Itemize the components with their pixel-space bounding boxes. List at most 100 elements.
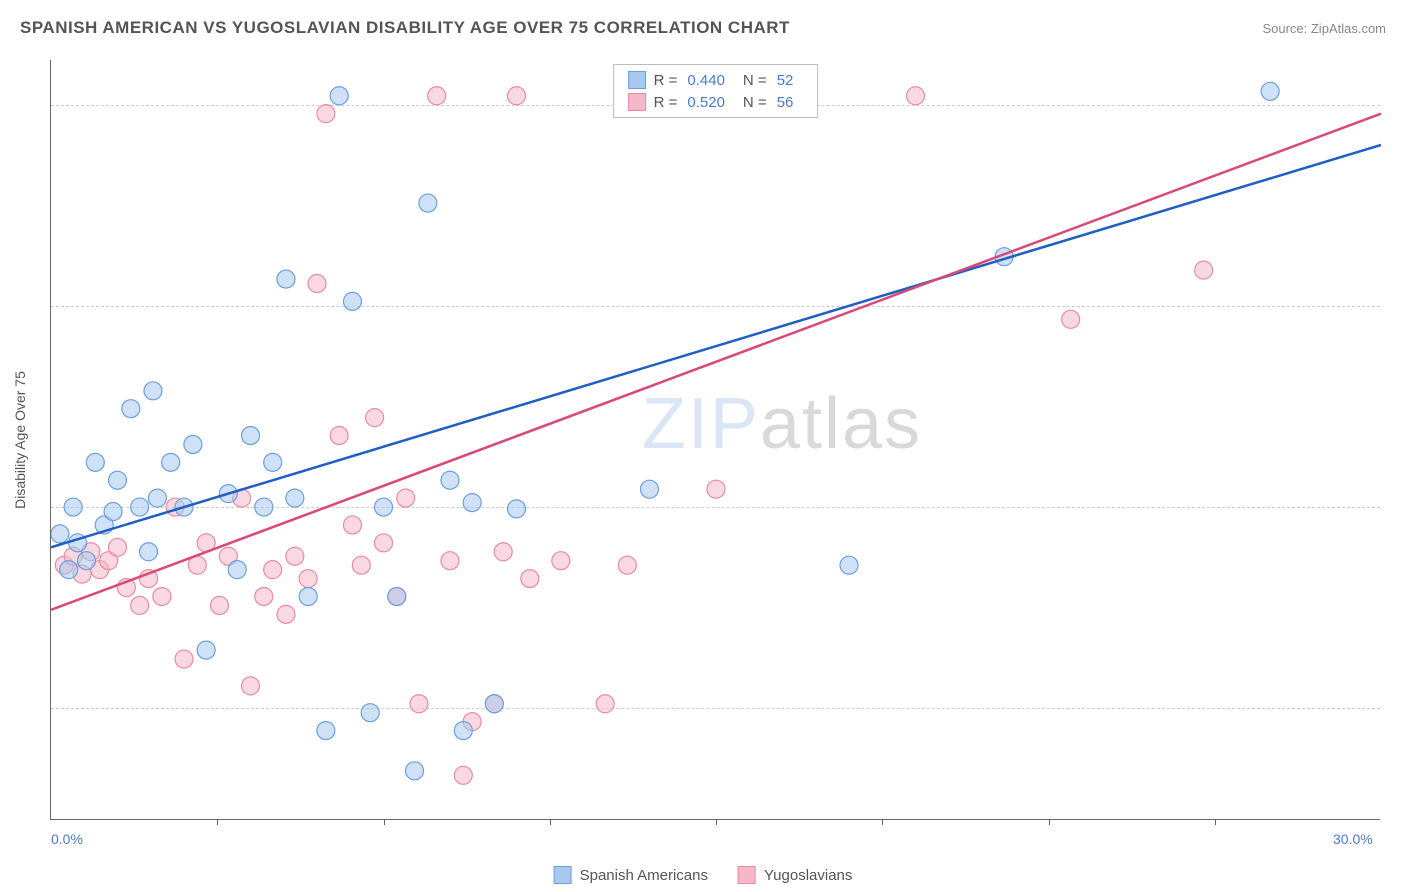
- chart-title: SPANISH AMERICAN VS YUGOSLAVIAN DISABILI…: [20, 18, 790, 38]
- scatter-point-yugoslavian: [109, 538, 127, 556]
- scatter-point-yugoslavian: [552, 552, 570, 570]
- r-value-spanish: 0.440: [687, 72, 725, 89]
- n-value-spanish: 52: [777, 72, 794, 89]
- scatter-point-spanish: [242, 427, 260, 445]
- scatter-point-spanish: [441, 471, 459, 489]
- scatter-point-yugoslavian: [596, 695, 614, 713]
- scatter-point-spanish: [840, 556, 858, 574]
- scatter-point-yugoslavian: [454, 766, 472, 784]
- scatter-point-spanish: [184, 435, 202, 453]
- scatter-point-spanish: [228, 561, 246, 579]
- stats-row-yugoslavian: R = 0.520 N = 56: [628, 91, 804, 113]
- scatter-point-yugoslavian: [352, 556, 370, 574]
- scatter-point-spanish: [277, 270, 295, 288]
- scatter-point-spanish: [77, 552, 95, 570]
- scatter-point-spanish: [122, 400, 140, 418]
- legend-item-yugoslavian: Yugoslavians: [738, 866, 852, 884]
- scatter-point-yugoslavian: [441, 552, 459, 570]
- scatter-point-yugoslavian: [264, 561, 282, 579]
- legend-swatch-spanish-icon: [554, 866, 572, 884]
- scatter-point-spanish: [60, 561, 78, 579]
- scatter-point-yugoslavian: [299, 570, 317, 588]
- scatter-point-yugoslavian: [277, 605, 295, 623]
- scatter-point-yugoslavian: [131, 596, 149, 614]
- scatter-point-yugoslavian: [521, 570, 539, 588]
- scatter-point-spanish: [299, 587, 317, 605]
- scatter-point-spanish: [64, 498, 82, 516]
- x-tick-label: 30.0%: [1333, 831, 1373, 847]
- stats-row-spanish: R = 0.440 N = 52: [628, 69, 804, 91]
- bottom-legend: Spanish Americans Yugoslavians: [554, 866, 853, 884]
- source-attribution: Source: ZipAtlas.com: [1262, 21, 1386, 36]
- scatter-point-yugoslavian: [707, 480, 725, 498]
- scatter-point-spanish: [375, 498, 393, 516]
- scatter-point-yugoslavian: [410, 695, 428, 713]
- n-label: N =: [743, 72, 767, 89]
- scatter-point-spanish: [144, 382, 162, 400]
- scatter-point-spanish: [109, 471, 127, 489]
- scatter-point-spanish: [286, 489, 304, 507]
- x-tick-label: 0.0%: [51, 831, 83, 847]
- scatter-point-spanish: [1261, 82, 1279, 100]
- scatter-point-spanish: [148, 489, 166, 507]
- r-label: R =: [654, 94, 678, 111]
- chart-header: SPANISH AMERICAN VS YUGOSLAVIAN DISABILI…: [20, 18, 1386, 38]
- scatter-point-yugoslavian: [175, 650, 193, 668]
- scatter-point-spanish: [388, 587, 406, 605]
- scatter-point-yugoslavian: [366, 409, 384, 427]
- scatter-point-spanish: [406, 762, 424, 780]
- legend-item-spanish: Spanish Americans: [554, 866, 708, 884]
- scatter-point-spanish: [86, 453, 104, 471]
- scatter-point-yugoslavian: [494, 543, 512, 561]
- scatter-point-spanish: [641, 480, 659, 498]
- stats-legend-box: R = 0.440 N = 52 R = 0.520 N = 56: [613, 64, 819, 118]
- scatter-point-yugoslavian: [397, 489, 415, 507]
- scatter-point-yugoslavian: [210, 596, 228, 614]
- scatter-point-yugoslavian: [242, 677, 260, 695]
- n-value-yugoslavian: 56: [777, 94, 794, 111]
- y-axis-label: Disability Age Over 75: [12, 371, 28, 509]
- scatter-point-yugoslavian: [375, 534, 393, 552]
- scatter-point-spanish: [51, 525, 69, 543]
- legend-label-yugoslavian: Yugoslavians: [764, 867, 852, 884]
- scatter-point-spanish: [419, 194, 437, 212]
- scatter-point-yugoslavian: [308, 275, 326, 293]
- chart-area: Disability Age Over 75 ZIPatlas 32.5%77.…: [50, 60, 1380, 820]
- plot-svg: [51, 60, 1381, 820]
- n-label: N =: [743, 94, 767, 111]
- scatter-point-spanish: [264, 453, 282, 471]
- scatter-point-spanish: [131, 498, 149, 516]
- legend-label-spanish: Spanish Americans: [580, 867, 708, 884]
- scatter-point-yugoslavian: [428, 87, 446, 105]
- r-label: R =: [654, 72, 678, 89]
- scatter-point-spanish: [140, 543, 158, 561]
- legend-swatch-yugoslavian-icon: [738, 866, 756, 884]
- scatter-point-spanish: [255, 498, 273, 516]
- plot-region: ZIPatlas 32.5%77.5% 0.0%30.0% R = 0.440 …: [50, 60, 1380, 820]
- scatter-point-spanish: [104, 503, 122, 521]
- swatch-yugoslavian-icon: [628, 93, 646, 111]
- scatter-point-spanish: [454, 722, 472, 740]
- scatter-point-spanish: [508, 500, 526, 518]
- r-value-yugoslavian: 0.520: [687, 94, 725, 111]
- scatter-point-yugoslavian: [1062, 310, 1080, 328]
- scatter-point-spanish: [330, 87, 348, 105]
- scatter-point-yugoslavian: [317, 105, 335, 123]
- scatter-point-yugoslavian: [343, 516, 361, 534]
- trend-line-yugoslavian: [51, 114, 1381, 610]
- scatter-point-yugoslavian: [508, 87, 526, 105]
- scatter-point-yugoslavian: [286, 547, 304, 565]
- scatter-point-spanish: [343, 292, 361, 310]
- scatter-point-spanish: [162, 453, 180, 471]
- scatter-point-yugoslavian: [330, 427, 348, 445]
- scatter-point-yugoslavian: [1195, 261, 1213, 279]
- scatter-point-spanish: [361, 704, 379, 722]
- scatter-point-spanish: [463, 494, 481, 512]
- scatter-point-spanish: [485, 695, 503, 713]
- scatter-point-yugoslavian: [153, 587, 171, 605]
- scatter-point-spanish: [197, 641, 215, 659]
- scatter-point-yugoslavian: [255, 587, 273, 605]
- swatch-spanish-icon: [628, 71, 646, 89]
- scatter-point-yugoslavian: [907, 87, 925, 105]
- scatter-point-yugoslavian: [618, 556, 636, 574]
